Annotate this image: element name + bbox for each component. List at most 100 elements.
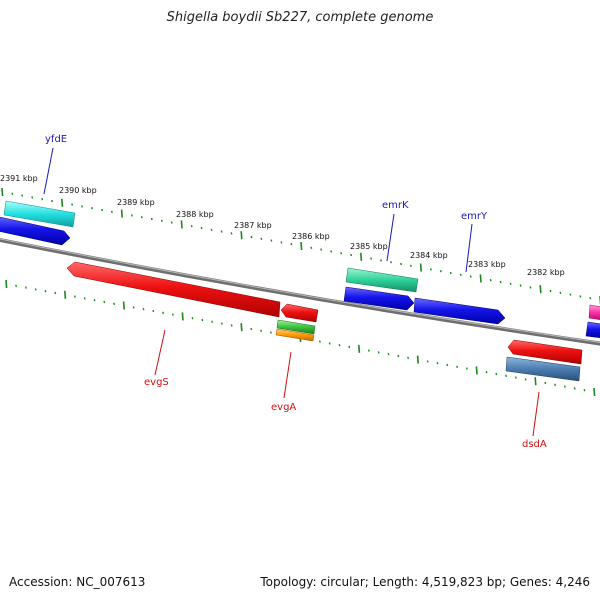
leader-emrK xyxy=(386,213,395,262)
gene-emrY[interactable] xyxy=(413,297,506,325)
minor-tick xyxy=(91,206,93,210)
minor-tick xyxy=(529,286,532,289)
major-tick xyxy=(534,377,537,386)
gene-right-edge-magenta[interactable] xyxy=(588,304,600,320)
minor-tick xyxy=(162,311,165,315)
accession-text: Accession: NC_007613 xyxy=(9,575,146,589)
minor-tick xyxy=(509,282,512,286)
minor-tick xyxy=(579,295,582,298)
leader-emrY xyxy=(465,223,473,273)
gene-dsdA-steel[interactable] xyxy=(505,356,581,382)
gene-label-emrY[interactable]: emrY xyxy=(461,211,488,222)
gene-right-edge-blue[interactable] xyxy=(585,321,600,339)
major-tick xyxy=(479,274,482,283)
minor-tick xyxy=(554,383,557,387)
gene-label-emrK[interactable]: emrK xyxy=(382,200,409,211)
major-tick xyxy=(61,198,64,207)
major-tick xyxy=(593,387,596,397)
gene-yfdE[interactable] xyxy=(3,200,76,228)
gene-evgA-green[interactable] xyxy=(276,319,316,335)
minor-tick xyxy=(220,230,223,233)
minor-tick xyxy=(250,327,253,331)
minor-tick xyxy=(190,224,193,228)
major-tick xyxy=(475,366,478,375)
minor-tick xyxy=(41,197,44,201)
major-tick xyxy=(358,344,361,353)
gene-dsdA[interactable] xyxy=(507,339,583,365)
outer-scale-ring xyxy=(1,187,600,305)
minor-tick xyxy=(436,361,439,365)
scale-label: 2387 kbp xyxy=(234,221,272,230)
major-tick xyxy=(120,209,123,218)
minor-tick xyxy=(439,269,442,273)
minor-tick xyxy=(426,360,429,363)
minor-tick xyxy=(170,221,173,224)
gene-evgS[interactable] xyxy=(66,261,281,318)
gene-label-dsdA[interactable]: dsdA xyxy=(522,439,547,450)
genome-summary-text: Topology: circular; Length: 4,519,823 bp… xyxy=(260,575,590,589)
minor-tick xyxy=(130,214,133,217)
gene-yfdE-partner[interactable] xyxy=(0,216,71,246)
minor-tick xyxy=(524,378,527,381)
minor-tick xyxy=(583,388,586,392)
minor-tick xyxy=(544,381,547,385)
minor-tick xyxy=(54,291,57,295)
minor-tick xyxy=(11,192,14,196)
gene-emrK[interactable] xyxy=(345,267,419,293)
minor-tick xyxy=(171,313,174,316)
minor-tick xyxy=(24,286,27,289)
genome-backbone-highlight xyxy=(0,238,600,344)
minor-tick xyxy=(211,320,214,324)
gene-evgA[interactable] xyxy=(280,303,319,323)
minor-tick xyxy=(230,324,233,327)
minor-tick xyxy=(320,248,323,251)
gene-label-evgA[interactable]: evgA xyxy=(271,402,296,413)
minor-tick xyxy=(350,253,353,257)
minor-tick xyxy=(367,349,370,352)
minor-tick xyxy=(380,259,382,262)
minor-tick xyxy=(390,260,392,264)
minor-tick xyxy=(377,351,380,354)
minor-tick xyxy=(270,239,273,242)
minor-tick xyxy=(260,329,263,333)
minor-tick xyxy=(499,280,502,284)
scale-label: 2385 kbp xyxy=(350,242,388,251)
major-tick xyxy=(539,285,542,294)
minor-tick xyxy=(290,242,293,246)
minor-tick xyxy=(83,297,86,300)
minor-tick xyxy=(142,307,145,311)
minor-tick xyxy=(132,306,135,309)
major-tick xyxy=(419,263,422,272)
map-title: Shigella boydii Sb227, complete genome xyxy=(166,10,434,25)
major-tick xyxy=(416,355,419,364)
minor-tick xyxy=(230,232,233,235)
minor-tick xyxy=(220,322,223,325)
minor-tick xyxy=(21,194,24,197)
minor-tick xyxy=(160,219,163,223)
scale-label: 2388 kbp xyxy=(176,210,214,219)
minor-tick xyxy=(318,340,321,343)
minor-tick xyxy=(459,273,462,277)
scale-label: 2382 kbp xyxy=(527,268,565,277)
minor-tick xyxy=(81,205,83,208)
minor-tick xyxy=(140,215,143,219)
gene-label-yfdE[interactable]: yfdE xyxy=(45,134,67,145)
minor-tick xyxy=(44,289,47,293)
scale-label: 2389 kbp xyxy=(117,198,155,207)
minor-tick xyxy=(465,367,468,370)
minor-tick xyxy=(505,374,508,378)
minor-tick xyxy=(15,284,18,288)
gene-evgA-orange[interactable] xyxy=(275,328,315,342)
minor-tick xyxy=(429,268,432,271)
gene-emrK-blue[interactable] xyxy=(343,286,415,311)
minor-tick xyxy=(514,376,517,379)
gene-label-evgS[interactable]: evgS xyxy=(144,377,169,388)
minor-tick xyxy=(71,203,74,206)
minor-tick xyxy=(113,302,116,306)
minor-tick xyxy=(446,363,449,367)
minor-tick xyxy=(250,235,253,239)
scale-label: 2390 kbp xyxy=(59,186,97,195)
minor-tick xyxy=(495,372,498,376)
minor-tick xyxy=(152,309,155,313)
